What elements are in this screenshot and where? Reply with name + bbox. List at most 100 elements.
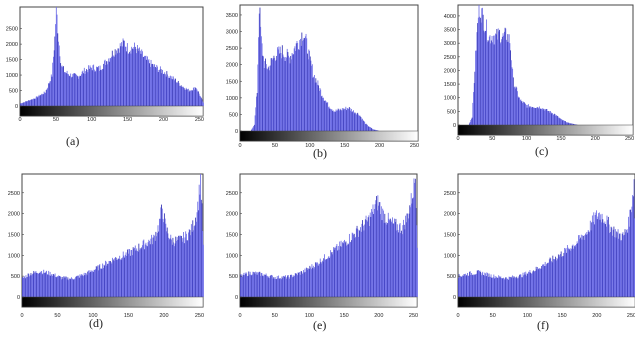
histogram-bar: [278, 275, 280, 297]
histogram-bar: [155, 231, 157, 297]
histogram-bar: [132, 247, 134, 297]
histogram-bar: [507, 279, 509, 297]
x-tick-label: 200: [591, 136, 600, 142]
histogram-bar: [492, 277, 494, 297]
histogram-bar: [177, 239, 179, 297]
histogram-bar: [355, 236, 357, 297]
histogram-bar: [462, 275, 464, 297]
histogram-bar: [109, 261, 111, 297]
histogram-bar: [293, 275, 295, 297]
histogram-bar: [179, 85, 181, 106]
histogram-bar: [549, 110, 551, 125]
histogram-bar: [159, 69, 161, 106]
histogram-bar: [76, 75, 78, 106]
histogram-bar: [414, 182, 416, 297]
histogram-bar: [576, 243, 577, 297]
histogram-bar: [415, 208, 417, 297]
x-tick-label: 150: [340, 143, 349, 149]
histogram-bar: [190, 89, 192, 106]
y-tick-label: 2000: [226, 212, 238, 218]
histogram-bar: [466, 274, 468, 297]
y-tick-label: 1000: [444, 96, 456, 102]
y-tick-label: 0: [235, 295, 238, 301]
histogram-bar: [526, 107, 528, 125]
histogram-bar: [86, 275, 88, 297]
histogram-bar: [79, 274, 81, 297]
histogram-bar: [51, 274, 52, 297]
histogram-bar: [316, 84, 318, 131]
histogram-bar: [98, 70, 100, 106]
histogram-bar: [178, 236, 180, 297]
histogram-bar: [295, 50, 296, 131]
histogram-bar: [292, 277, 293, 297]
histogram-bar: [327, 257, 329, 297]
histogram-bar: [142, 240, 144, 297]
histogram-bar: [358, 236, 359, 297]
histogram-bar: [248, 271, 250, 297]
histogram-bar: [119, 43, 121, 106]
histogram-bar: [337, 110, 338, 131]
histogram-bar: [304, 268, 306, 297]
histogram-bar: [403, 224, 405, 297]
histogram-bar: [203, 102, 204, 106]
histogram-bar: [569, 249, 570, 297]
x-tick-label: 250: [195, 117, 204, 123]
histogram-bar: [391, 222, 393, 297]
histogram-bar: [107, 263, 109, 297]
histogram-bar: [517, 278, 518, 297]
histogram-bar: [188, 232, 189, 297]
histogram-bar: [596, 210, 597, 297]
histogram-bar: [491, 277, 493, 297]
histogram-bar: [291, 274, 293, 297]
histogram-bar: [119, 52, 120, 106]
histogram-bar: [117, 259, 118, 297]
histogram-bar: [245, 274, 247, 297]
histogram-bar: [133, 47, 135, 106]
histogram-bar: [146, 246, 148, 297]
histogram-bar: [479, 17, 481, 125]
histogram-bar: [371, 128, 373, 131]
histogram-bar: [623, 234, 625, 297]
histogram-bar: [400, 233, 402, 297]
histogram-bar: [333, 112, 335, 131]
y-tick-label: 0: [453, 123, 456, 129]
histogram-bar: [557, 254, 559, 297]
histogram-bar: [327, 102, 329, 131]
histogram-bar: [493, 35, 494, 125]
histogram-bar: [497, 278, 499, 297]
histogram-bar: [185, 87, 187, 106]
histogram-bar: [244, 272, 246, 297]
y-tick-label: 500: [229, 112, 238, 118]
histogram-bar: [370, 216, 372, 297]
histogram-bar: [359, 115, 361, 131]
histogram-bar: [164, 74, 166, 106]
histogram-bar: [309, 56, 311, 131]
histogram-bar: [138, 243, 140, 297]
histogram-bar: [536, 106, 538, 125]
histogram-bar: [46, 270, 47, 297]
x-tick-label: 250: [627, 313, 635, 319]
histogram-bar: [259, 271, 261, 297]
x-tick-label: 0: [18, 117, 21, 123]
histogram-bar: [360, 116, 361, 131]
histogram-bar: [261, 43, 263, 132]
histogram-bar: [66, 279, 68, 297]
x-tick-label: 0: [20, 313, 23, 319]
histogram-bar: [309, 265, 311, 297]
histogram-bar: [357, 112, 359, 131]
histogram-bar: [180, 86, 181, 106]
histogram-bar: [264, 61, 266, 132]
histogram-bar: [27, 273, 29, 297]
histogram-bar: [96, 66, 97, 106]
histogram-bar: [578, 235, 580, 297]
x-tick-label: 100: [88, 313, 97, 319]
x-tick-label: 200: [374, 313, 383, 319]
histogram-bar: [342, 110, 344, 131]
histogram-bar: [50, 275, 52, 297]
histogram-bar: [166, 71, 168, 106]
histogram-bar: [72, 279, 74, 297]
histogram-bar: [551, 262, 553, 297]
histogram-bar: [569, 123, 571, 125]
histogram-bar: [120, 260, 122, 297]
histogram-bar: [294, 273, 296, 297]
